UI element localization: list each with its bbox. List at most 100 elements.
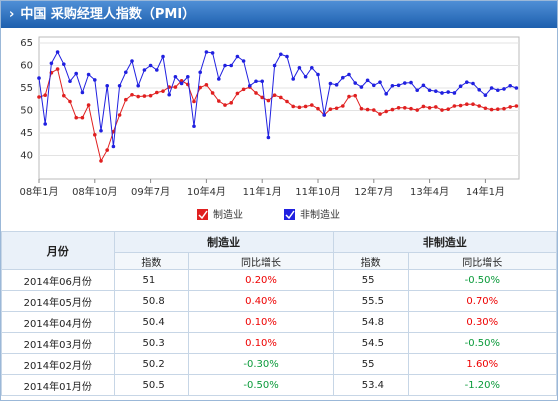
point [353,81,358,85]
point [359,85,364,89]
point [117,83,122,88]
point [378,112,382,116]
point [421,104,426,109]
x-tick-label: 11年1月 [243,185,282,198]
point [279,52,283,57]
point [241,59,246,63]
value-cell: -0.50% [188,374,334,396]
point [161,54,165,59]
point [254,79,258,84]
point [241,87,246,92]
point [105,148,109,152]
data-row: 2014年06月份 51 0.20% 55 -0.50% [1,269,557,291]
plot-frame [38,36,520,180]
point [297,65,302,70]
point [502,87,506,91]
value-cell: 0.30% [407,311,557,333]
legend-swatch [197,209,208,220]
point [427,88,432,93]
point [186,74,190,79]
point [136,94,140,99]
point [297,105,302,110]
point [148,93,153,98]
header-row: 月份 制造业 非制造业 [1,231,557,270]
point [446,107,451,111]
point [105,83,109,88]
month-cell: 2014年04月份 [1,311,115,333]
point [68,99,72,104]
point [235,91,240,96]
value-cell: 0.70% [407,290,557,312]
value-cell: 54.8 [332,311,409,333]
point [86,72,91,77]
point [210,91,215,95]
point [167,92,171,97]
point [124,70,128,75]
month-cell: 2014年01月份 [1,374,115,396]
point [155,90,159,95]
point [477,104,482,108]
point [43,122,47,126]
point [403,81,407,85]
point [334,83,339,87]
x-tick-label: 11年10月 [295,185,340,198]
point [396,83,401,88]
point [179,79,184,83]
value-cell: 55.5 [332,290,409,312]
month-cell: 2014年05月份 [1,290,115,312]
point [483,93,488,97]
point [217,99,221,103]
point [409,80,413,85]
point [198,85,202,90]
point [173,85,178,89]
sub-header: 指数 [332,252,409,270]
point [74,71,78,76]
legend-label: 非制造业 [300,208,340,221]
point [310,65,314,70]
point [229,101,233,105]
point [130,59,134,63]
value-cell: 0.10% [188,332,334,354]
point [142,94,147,98]
point [179,81,184,86]
point [359,106,364,111]
point [55,67,60,71]
point [458,103,463,108]
point [248,83,252,88]
x-tick-label: 08年1月 [19,185,58,198]
point [68,79,72,84]
point [223,103,227,107]
point [434,89,438,93]
point [49,61,54,66]
point [396,106,401,110]
point [161,89,165,93]
value-cell: 1.60% [407,353,557,375]
point [93,78,97,82]
point [254,91,258,95]
point [322,113,327,117]
sub-header: 同比增长 [188,252,334,270]
value-cell: -0.50% [407,332,557,354]
point [440,91,444,95]
point [334,106,339,111]
point [99,159,103,163]
point [260,79,265,84]
value-cell: -0.50% [407,269,557,291]
point [415,108,420,112]
point [384,92,389,96]
point [372,108,376,112]
point [378,80,382,84]
point [440,108,444,112]
point [173,74,178,79]
y-tick-label: 65 [20,38,33,49]
value-cell: 50.8 [113,290,190,312]
point [452,91,457,95]
point [136,83,140,88]
point [279,95,283,100]
point [341,104,345,108]
point [260,95,265,100]
header: › 中国 采购经理人指数（PMI） [1,1,557,28]
point [285,54,289,59]
point [465,80,469,84]
